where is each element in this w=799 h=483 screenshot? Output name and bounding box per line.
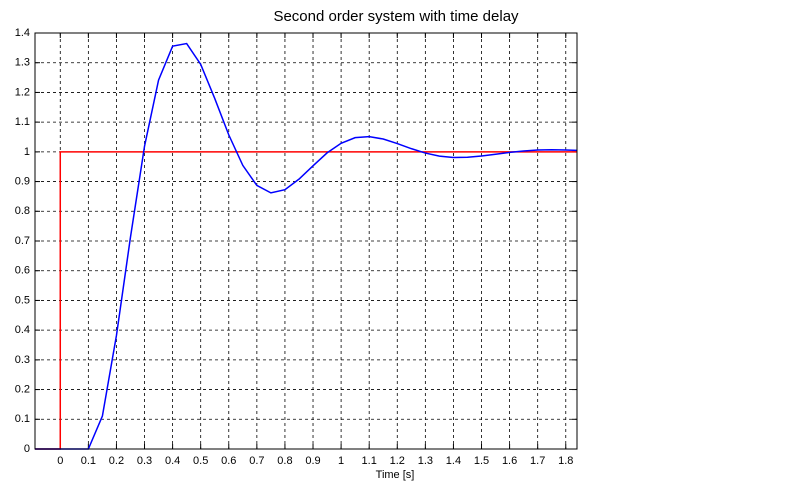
x-tick-label: 1.1: [362, 455, 377, 467]
x-tick-label: 0.6: [221, 455, 236, 467]
y-tick-label: 1.3: [15, 57, 30, 69]
x-tick-label: 0.4: [165, 455, 180, 467]
y-tick-label: 1: [24, 146, 30, 158]
x-tick-label: 1.7: [530, 455, 545, 467]
x-tick-label: 0.3: [137, 455, 152, 467]
x-tick-label: 1.4: [446, 455, 461, 467]
x-tick-label: 1.5: [474, 455, 489, 467]
y-tick-label: 0.4: [15, 324, 30, 336]
x-tick-label: 0.8: [277, 455, 292, 467]
x-tick-label: 1.8: [558, 455, 573, 467]
x-tick-label: 0.5: [193, 455, 208, 467]
y-tick-label: 0.3: [15, 354, 30, 366]
y-tick-label: 0.8: [15, 205, 30, 217]
data-line: [35, 42, 578, 450]
x-tick-label: 0.7: [249, 455, 264, 467]
x-tick-label: 1.2: [390, 455, 405, 467]
x-tick-label: 1.3: [418, 455, 433, 467]
plot-frame: [34, 32, 578, 450]
x-tick-label: 1: [338, 455, 344, 467]
y-tick-label: 0.5: [15, 294, 30, 306]
x-tick-label: 0: [57, 455, 63, 467]
y-tick-label: 0.9: [15, 175, 30, 187]
x-tick-label: 0.2: [109, 455, 124, 467]
chart-title: Second order system with time delay: [273, 8, 519, 25]
x-tick-label: 1.6: [502, 455, 517, 467]
x-tick-label: 0.9: [305, 455, 320, 467]
y-tick-label: 1.2: [15, 86, 30, 98]
y-tick-label: 0.7: [15, 235, 30, 247]
y-tick-label: 1.1: [15, 116, 30, 128]
y-tick-label: 0: [24, 443, 30, 455]
y-tick-label: 0.6: [15, 265, 30, 277]
y-tick-label: 1.4: [15, 27, 30, 39]
x-tick-label: 0.1: [81, 455, 96, 467]
y-tick-label: 0.2: [15, 383, 30, 395]
x-axis-label: Time [s]: [376, 469, 415, 481]
y-tick-label: 0.1: [15, 413, 30, 425]
